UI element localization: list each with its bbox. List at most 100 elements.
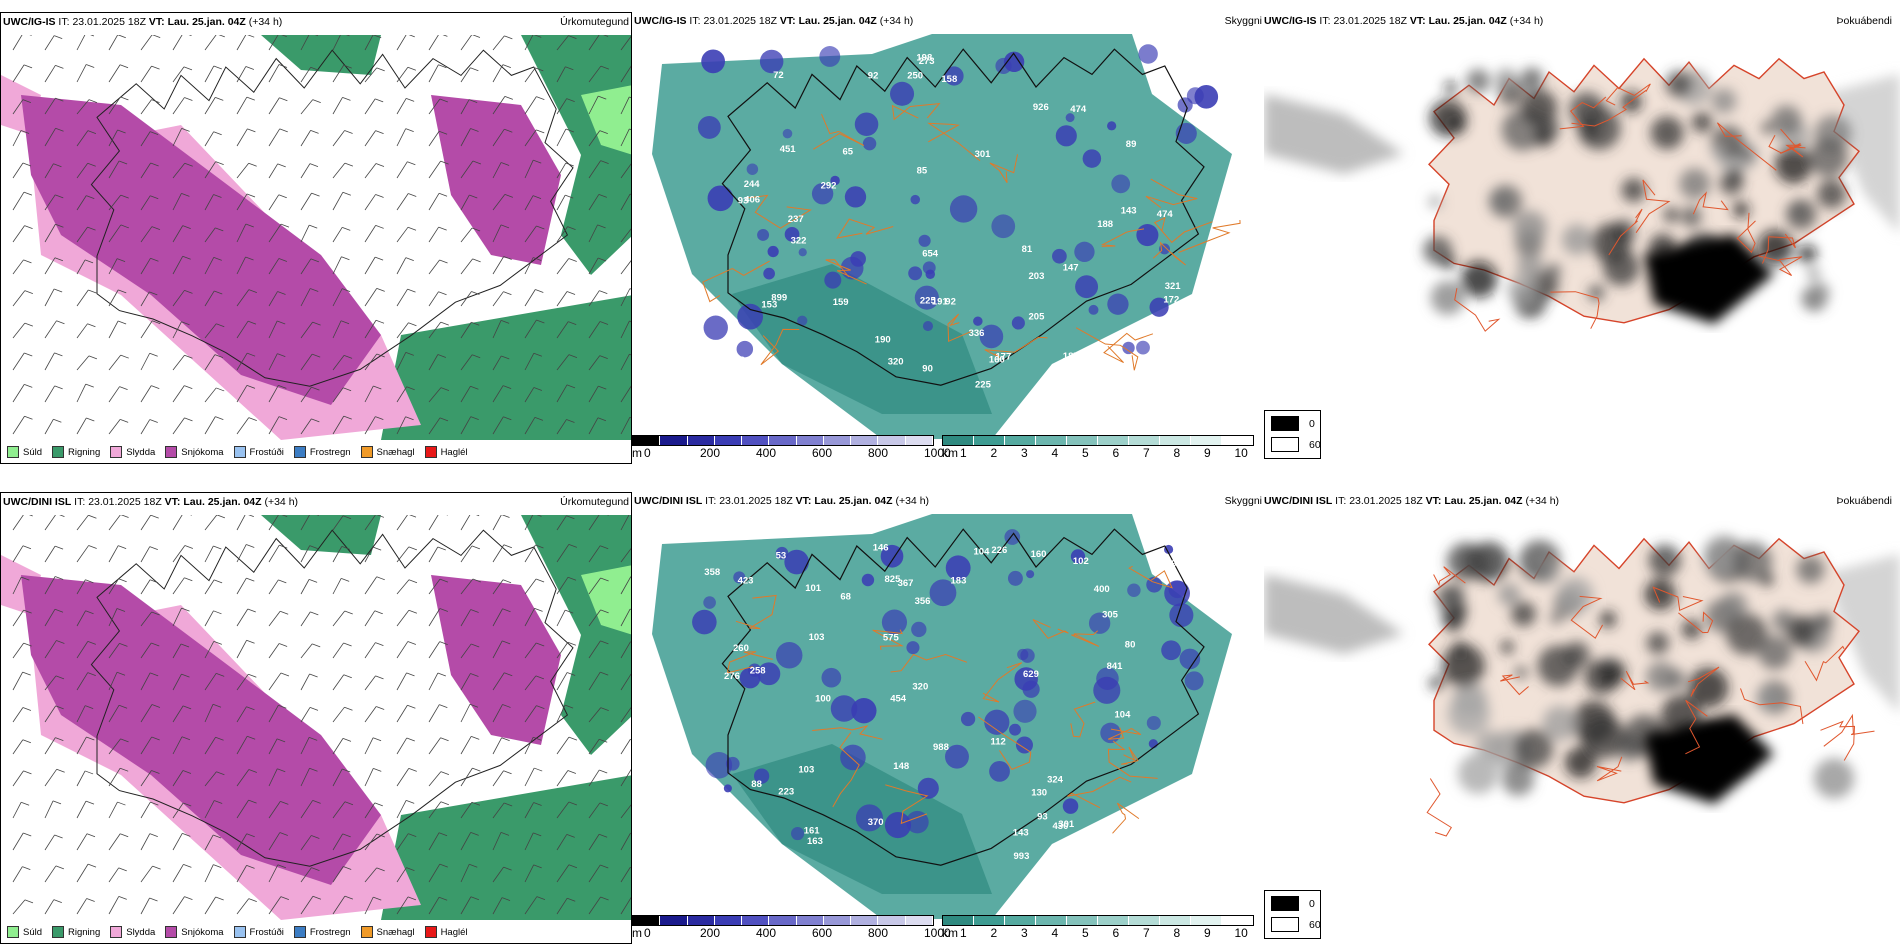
wind-barb bbox=[620, 320, 631, 339]
wind-barb bbox=[524, 35, 542, 51]
legend-item: Rigning bbox=[52, 446, 100, 458]
wind-barb bbox=[204, 227, 224, 243]
wind-barb bbox=[172, 97, 193, 115]
wind-barb bbox=[236, 639, 255, 659]
wind-barb bbox=[428, 896, 448, 915]
legend-label: Haglél bbox=[440, 446, 468, 458]
wind-barb bbox=[364, 833, 385, 851]
wind-barb bbox=[76, 99, 98, 115]
legend-swatch bbox=[165, 446, 178, 458]
wind-barb bbox=[300, 579, 318, 595]
wind-barb bbox=[140, 672, 159, 691]
wind-barb bbox=[492, 194, 514, 211]
wind-barb bbox=[332, 35, 350, 51]
wind-barb bbox=[236, 706, 255, 723]
wind-barb bbox=[620, 96, 631, 115]
wind-barb bbox=[172, 802, 192, 819]
cloud-base-label: 160 bbox=[1031, 549, 1047, 560]
wind-barb bbox=[76, 226, 96, 243]
wind-barb bbox=[204, 610, 222, 627]
wind-barb bbox=[76, 833, 96, 851]
cloud-base-label: 96 bbox=[724, 847, 735, 858]
wind-barb bbox=[300, 35, 319, 51]
wind-barb bbox=[556, 515, 575, 531]
cloud-base-label: 474 bbox=[1070, 104, 1087, 115]
cloud-base-label: 324 bbox=[1047, 774, 1064, 785]
legend-item: Haglél bbox=[424, 446, 468, 458]
wind-barb bbox=[204, 161, 224, 179]
wind-barb bbox=[44, 576, 64, 595]
wind-barb bbox=[204, 579, 223, 595]
wind-barb bbox=[556, 672, 576, 691]
wind-barb bbox=[588, 515, 609, 531]
legend-swatch bbox=[7, 446, 19, 458]
legend-item: Frostregn bbox=[293, 926, 351, 938]
wind-barb bbox=[204, 256, 222, 275]
legend-swatch bbox=[7, 926, 19, 938]
wind-barb bbox=[460, 735, 480, 755]
wind-barb bbox=[524, 352, 543, 371]
wind-barb bbox=[172, 225, 191, 243]
visibility-tick: 10 bbox=[1234, 446, 1248, 460]
wind-barb bbox=[588, 35, 609, 51]
wind-barb bbox=[460, 160, 482, 179]
wind-barb bbox=[588, 896, 609, 915]
wind-barb bbox=[556, 704, 574, 723]
wind-barb bbox=[300, 321, 321, 339]
wind-barb bbox=[364, 546, 382, 563]
panel-title: Þokuábendi bbox=[1836, 495, 1892, 507]
wind-barb bbox=[108, 896, 127, 915]
wind-barb bbox=[364, 385, 382, 403]
wind-barb bbox=[76, 863, 97, 883]
fog-panel-dini: UWC/DINI ISL IT: 23.01.2025 18Z VT: Lau.… bbox=[1264, 492, 1900, 944]
cloud-base-label: 93 bbox=[1037, 812, 1048, 823]
wind-barb bbox=[140, 162, 159, 179]
wind-barb bbox=[428, 832, 448, 851]
wind-barb bbox=[236, 193, 256, 211]
wind-barb bbox=[12, 515, 33, 531]
wind-barb bbox=[396, 609, 418, 627]
wind-barb bbox=[172, 736, 191, 755]
wind-barb bbox=[172, 832, 191, 851]
wind-barb bbox=[492, 897, 511, 915]
wind-barb bbox=[172, 385, 193, 403]
wind-barb bbox=[12, 415, 33, 435]
wind-barb bbox=[524, 159, 542, 179]
wind-barb bbox=[108, 160, 128, 179]
wind-barb bbox=[556, 801, 578, 819]
ptype-map bbox=[1, 35, 631, 440]
wind-barb bbox=[524, 289, 544, 307]
cloud-base-tick: 1000 bbox=[924, 926, 951, 940]
cloud-base-label: 253 bbox=[718, 818, 734, 829]
wind-barb bbox=[204, 323, 225, 339]
wind-barb bbox=[524, 578, 545, 595]
cloud-base-label: 336 bbox=[969, 328, 985, 339]
wind-barb bbox=[268, 291, 286, 307]
wind-barb bbox=[44, 545, 64, 563]
wind-barb bbox=[204, 354, 224, 371]
wind-barb bbox=[364, 35, 382, 51]
cloud-base-unit: m bbox=[632, 446, 642, 460]
wind-barb bbox=[300, 353, 321, 371]
wind-barb bbox=[12, 130, 30, 147]
wind-barb bbox=[12, 64, 33, 83]
wind-barb bbox=[172, 66, 193, 83]
cloud-base-label: 322 bbox=[791, 235, 807, 246]
wind-barb bbox=[556, 576, 577, 595]
wind-barb bbox=[140, 515, 159, 531]
wind-barb bbox=[332, 610, 353, 627]
legend-label: Snæhagl bbox=[376, 926, 415, 938]
wind-barb bbox=[12, 259, 32, 275]
wind-barb bbox=[300, 895, 322, 915]
cloud-base-label: 161 bbox=[804, 826, 821, 837]
wind-barb bbox=[236, 833, 255, 851]
wind-barb bbox=[76, 898, 95, 915]
fog-key: 0 60 bbox=[1264, 890, 1321, 939]
wind-barb bbox=[396, 737, 415, 755]
wind-barb bbox=[12, 770, 32, 787]
cloud-base-label: 159 bbox=[833, 297, 849, 308]
legend-swatch bbox=[165, 926, 178, 938]
wind-barb bbox=[332, 288, 351, 307]
visibility-panel-igis: UWC/IG-IS IT: 23.01.2025 18Z VT: Lau. 25… bbox=[632, 12, 1264, 464]
wind-barb bbox=[492, 704, 511, 723]
